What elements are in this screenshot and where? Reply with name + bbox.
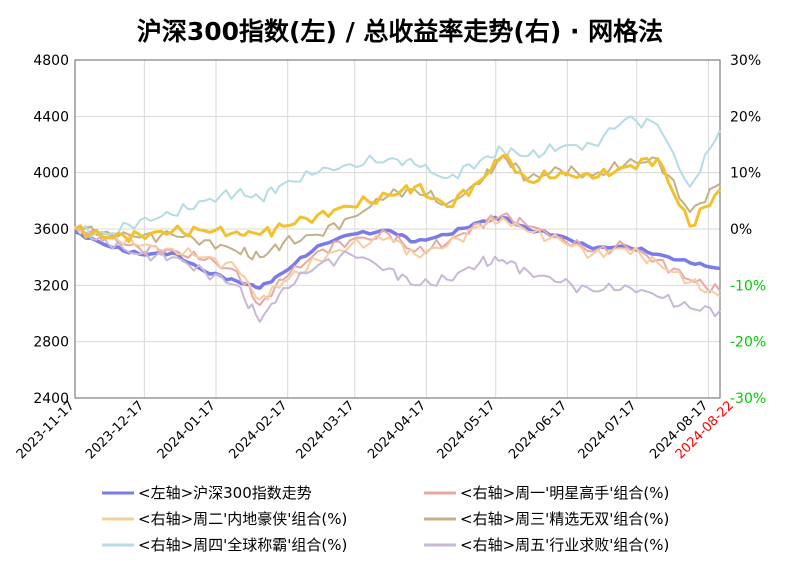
legend-entry: <右轴>周二'内地豪侠'组合(%): [138, 510, 347, 528]
y-right-tick-label: 30%: [730, 53, 761, 69]
series-line-4: [74, 115, 721, 238]
legend-entry: <左轴>沪深300指数走势: [138, 484, 312, 502]
legend-entry: <右轴>周五'行业求败'组合(%): [460, 536, 669, 554]
grid: [74, 59, 720, 399]
x-tick-label: 2024-04-17: [365, 398, 429, 462]
x-tick-label: 2023-11-17: [14, 398, 78, 462]
y-axis-left: 2400 2800 3200 3600 4000 4400 4800: [33, 53, 69, 407]
y-left-tick-label: 2400: [33, 391, 69, 407]
y-left-tick-label: 4000: [33, 166, 69, 182]
x-tick-label: 2024-02-17: [226, 398, 290, 462]
x-axis: 2023-11-17 2023-12-17 2024-01-17 2024-02-17…: [14, 398, 737, 462]
y-right-tick-label: -10%: [730, 278, 766, 294]
y-left-tick-label: 3200: [33, 278, 69, 294]
y-right-tick-label: -30%: [730, 391, 766, 407]
x-tick-label: 2024-03-17: [294, 398, 358, 462]
series-line-0: [74, 215, 721, 290]
y-right-tick-label: 20%: [730, 109, 761, 125]
x-tick-label: 2023-12-17: [83, 398, 147, 462]
x-tick-label: 2024-07-17: [576, 398, 640, 462]
legend-entry: <右轴>周四'全球称霸'组合(%): [138, 536, 347, 554]
legend-entry: <右轴>周一'明星高手'组合(%): [460, 484, 669, 502]
y-left-tick-label: 3600: [33, 222, 69, 238]
y-left-tick-label: 2800: [33, 335, 69, 351]
y-right-tick-label: 10%: [730, 166, 761, 182]
y-left-tick-label: 4400: [33, 109, 69, 125]
series-line-6: [74, 153, 722, 243]
y-right-tick-label: -20%: [730, 335, 766, 351]
legend-entry: <右轴>周三'精选无双'组合(%): [460, 510, 669, 528]
series-line-1: [74, 212, 721, 307]
y-left-tick-label: 4800: [33, 53, 69, 69]
x-tick-label: 2024-01-17: [155, 398, 219, 462]
y-right-tick-label: 0%: [730, 222, 752, 238]
chart-title: 沪深300指数(左) / 总收益率走势(右) · 网格法: [137, 17, 663, 46]
x-tick-label: 2024-05-17: [435, 398, 499, 462]
series-line-5: [74, 228, 721, 323]
y-axis-right: -30% -20% -10% 0% 10% 20% 30%: [730, 53, 766, 407]
x-tick-label: 2024-06-17: [506, 398, 570, 462]
series-lines: [74, 115, 722, 323]
legend: <左轴>沪深300指数走势 <右轴>周一'明星高手'组合(%) <右轴>周二'内地豪…: [102, 484, 669, 554]
series-line-2: [74, 216, 721, 301]
